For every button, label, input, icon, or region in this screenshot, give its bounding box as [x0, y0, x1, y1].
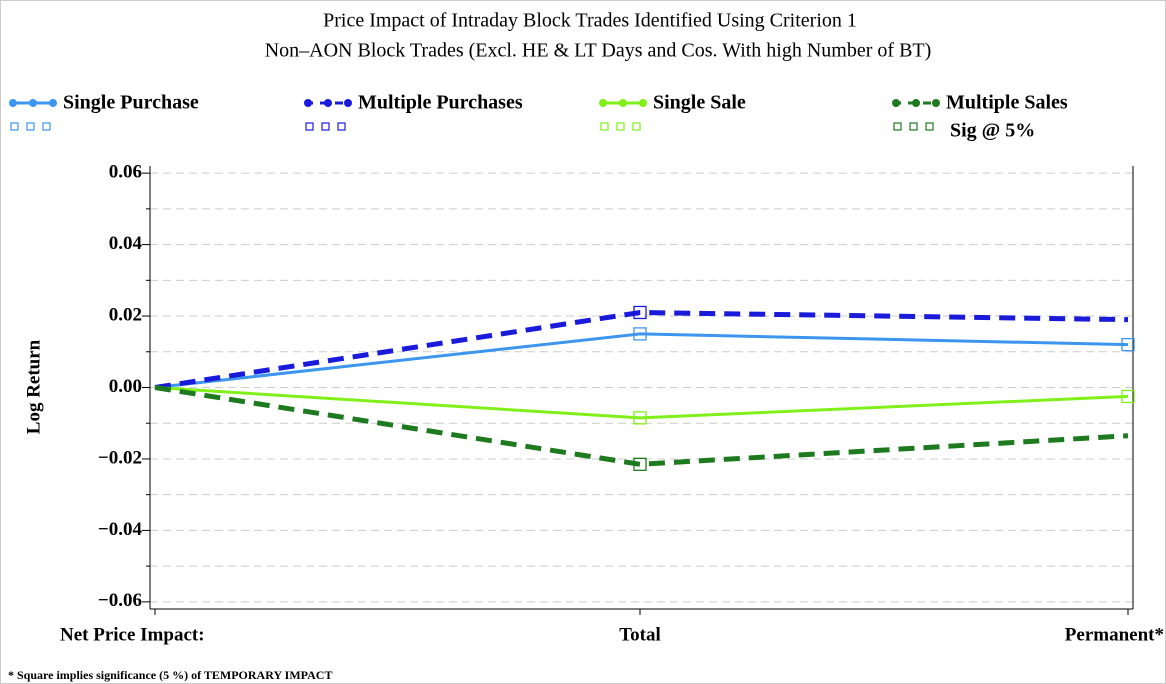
- sig-marker: [1121, 389, 1135, 404]
- legend-dot: [639, 99, 647, 107]
- chart-title: Price Impact of Intraday Block Trades Id…: [323, 10, 857, 32]
- x-tick-label: Total: [619, 624, 661, 645]
- legend-dot: [932, 99, 940, 107]
- legend-square: [616, 122, 625, 131]
- series-line: [154, 385, 1129, 467]
- chart-subtitle: Non–AON Block Trades (Excl. HE & LT Days…: [265, 40, 932, 62]
- legend-dot: [619, 99, 627, 107]
- legend-label: Multiple Sales: [946, 92, 1068, 114]
- y-tick-label: −0.04: [98, 519, 143, 540]
- legend-square: [909, 122, 918, 131]
- sig-marker: [633, 327, 647, 341]
- y-tick-label: 0.04: [109, 233, 143, 254]
- legend-dot: [892, 99, 900, 107]
- legend-square: [305, 122, 314, 131]
- legend-dot: [599, 99, 607, 107]
- legend-dot: [344, 99, 352, 107]
- legend-dot: [29, 99, 37, 107]
- legend-square: [42, 122, 51, 131]
- legend-label: Single Sale: [653, 92, 746, 114]
- series-line: [154, 332, 1129, 389]
- legend-label: Sig @ 5%: [950, 120, 1035, 142]
- series-line: [154, 386, 1129, 420]
- series-line: [154, 309, 1129, 390]
- footnote: * Square implies significance (5 %) of T…: [8, 668, 332, 682]
- y-tick-label: −0.02: [98, 447, 142, 468]
- legend-square: [337, 122, 346, 131]
- legend-dot: [304, 99, 312, 107]
- legend-label: Single Purchase: [63, 92, 199, 114]
- y-tick-label: 0.02: [109, 304, 142, 325]
- y-tick-label: 0.00: [109, 376, 142, 397]
- x-tick-label: Permanent*: [1065, 624, 1164, 645]
- y-axis-label: Log Return: [23, 339, 44, 434]
- sig-marker: [633, 411, 647, 425]
- legend-label: Multiple Purchases: [358, 92, 523, 114]
- sig-marker: [633, 305, 647, 320]
- legend-dot: [912, 99, 920, 107]
- legend-square: [26, 122, 35, 131]
- legend-dot: [49, 99, 57, 107]
- legend-dot: [324, 99, 332, 107]
- y-tick-label: −0.06: [98, 590, 142, 611]
- legend-square: [893, 122, 902, 131]
- legend-square: [600, 122, 609, 131]
- legend-square: [632, 122, 641, 131]
- x-tick-label: Net Price Impact:: [60, 624, 205, 645]
- sig-marker: [1121, 337, 1135, 352]
- y-tick-label: 0.06: [109, 162, 142, 183]
- legend-square: [925, 122, 934, 131]
- legend-square: [10, 122, 19, 131]
- sig-marker: [633, 457, 647, 471]
- legend-dot: [9, 99, 17, 107]
- legend-square: [321, 122, 330, 131]
